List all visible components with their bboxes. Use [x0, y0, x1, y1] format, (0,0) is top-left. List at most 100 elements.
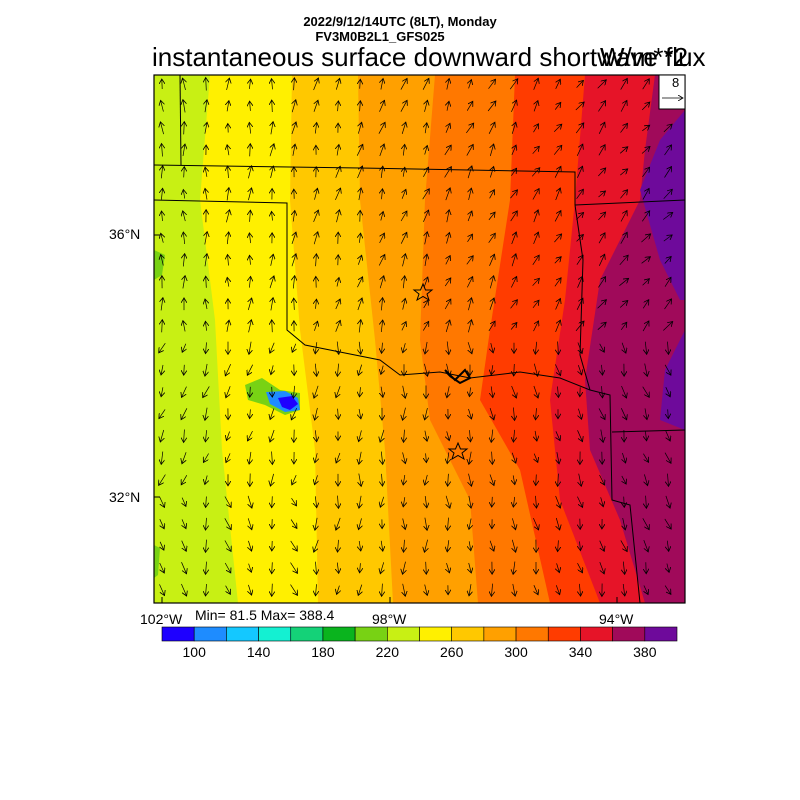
- wind-vector: [205, 254, 207, 267]
- wind-vector: [161, 364, 163, 375]
- wind-vector: [511, 100, 516, 113]
- wind-vector: [272, 583, 273, 597]
- wind-vector: [513, 429, 514, 442]
- wind-vector: [447, 101, 449, 111]
- wind-vector: [227, 78, 230, 90]
- wind-vector: [379, 100, 385, 112]
- wind-vector: [488, 321, 495, 332]
- wind-vector: [206, 78, 207, 91]
- wind-vector: [403, 452, 406, 463]
- wind-vector: [335, 166, 341, 178]
- wind-vector: [227, 145, 229, 156]
- wind-vector: [403, 167, 405, 177]
- wind-vector: [620, 232, 627, 244]
- wind-vector: [160, 429, 163, 442]
- wind-vector: [382, 189, 383, 200]
- wind-vector: [380, 562, 383, 573]
- wind-vector: [337, 585, 340, 595]
- wind-vector: [400, 78, 407, 90]
- wind-vector: [533, 210, 538, 223]
- wind-vector: [620, 123, 628, 133]
- wind-vector: [181, 408, 188, 419]
- wind-vector: [558, 473, 559, 487]
- colorbar: 100 140 180 220 260 300 340 380: [161, 626, 678, 660]
- wind-vector: [468, 320, 471, 333]
- wind-vector: [381, 212, 383, 221]
- wind-vector: [664, 257, 671, 264]
- plot-frame: [153, 74, 686, 604]
- wind-vector: [290, 519, 297, 529]
- wind-vector: [577, 166, 582, 178]
- lat-label-32n: 32°N: [109, 489, 141, 505]
- wind-vector: [206, 517, 207, 530]
- wind-vector: [425, 496, 427, 508]
- wind-vector: [161, 166, 162, 179]
- wind-vector: [403, 561, 406, 575]
- wind-vector: [381, 298, 382, 311]
- wind-vector: [380, 496, 383, 507]
- wind-vector: [533, 124, 539, 133]
- wind-vector: [578, 342, 582, 354]
- wind-vector: [512, 254, 516, 267]
- wind-vector: [183, 144, 185, 157]
- wind-vector: [558, 341, 559, 355]
- colorbar-swatch: [258, 626, 292, 642]
- wind-vector: [315, 475, 318, 484]
- wind-vector: [182, 452, 187, 464]
- wind-vector: [619, 278, 628, 286]
- wind-vector: [555, 495, 561, 508]
- wind-vector: [249, 451, 251, 464]
- wind-vector: [533, 517, 538, 530]
- wind-vector: [381, 365, 383, 375]
- wind-vector: [555, 188, 561, 201]
- wind-vector: [623, 518, 626, 530]
- wind-vector: [444, 145, 451, 156]
- wind-vector: [226, 386, 231, 398]
- wind-vector: [444, 167, 452, 178]
- colorbar-tick-label: 140: [247, 644, 271, 660]
- wind-vector: [316, 254, 317, 267]
- wind-vector: [619, 301, 628, 308]
- wind-vector: [446, 495, 450, 508]
- wind-vector: [359, 233, 360, 243]
- wind-vector: [554, 257, 561, 264]
- wind-vector: [642, 518, 649, 529]
- wind-vector: [181, 583, 186, 596]
- wind-vector: [622, 452, 625, 463]
- wind-vector: [181, 540, 187, 552]
- wind-vector: [181, 475, 188, 485]
- wind-vector: [580, 541, 581, 550]
- wind-vector: [447, 233, 450, 244]
- wind-vector: [400, 232, 407, 244]
- wind-vector: [292, 254, 296, 267]
- wind-vector: [448, 473, 449, 486]
- wind-vector: [159, 496, 165, 508]
- wind-vector: [159, 474, 166, 486]
- wind-vector: [314, 100, 318, 112]
- wind-vector: [469, 584, 471, 596]
- wind-vector: [513, 583, 515, 596]
- wind-vector: [337, 210, 340, 223]
- wind-vector: [641, 147, 650, 154]
- wind-vector: [290, 540, 298, 551]
- wind-vector: [358, 122, 361, 134]
- wind-vector: [598, 233, 605, 244]
- wind-vector: [598, 212, 605, 221]
- wind-vector: [228, 166, 229, 179]
- wind-vector: [554, 278, 561, 287]
- wind-vector: [249, 276, 250, 288]
- wind-vector: [469, 473, 472, 487]
- wind-vector: [249, 563, 252, 573]
- wind-vector: [645, 431, 646, 441]
- wind-vector: [664, 167, 672, 178]
- wind-vector: [511, 168, 516, 176]
- wind-vector: [469, 451, 471, 465]
- wind-vector: [206, 561, 207, 575]
- wind-vector: [468, 166, 472, 179]
- wind-vector: [624, 496, 625, 508]
- colorbar-swatch: [387, 626, 420, 642]
- wind-vector: [513, 407, 514, 421]
- wind-vector: [250, 101, 251, 111]
- star-marker: [447, 441, 469, 461]
